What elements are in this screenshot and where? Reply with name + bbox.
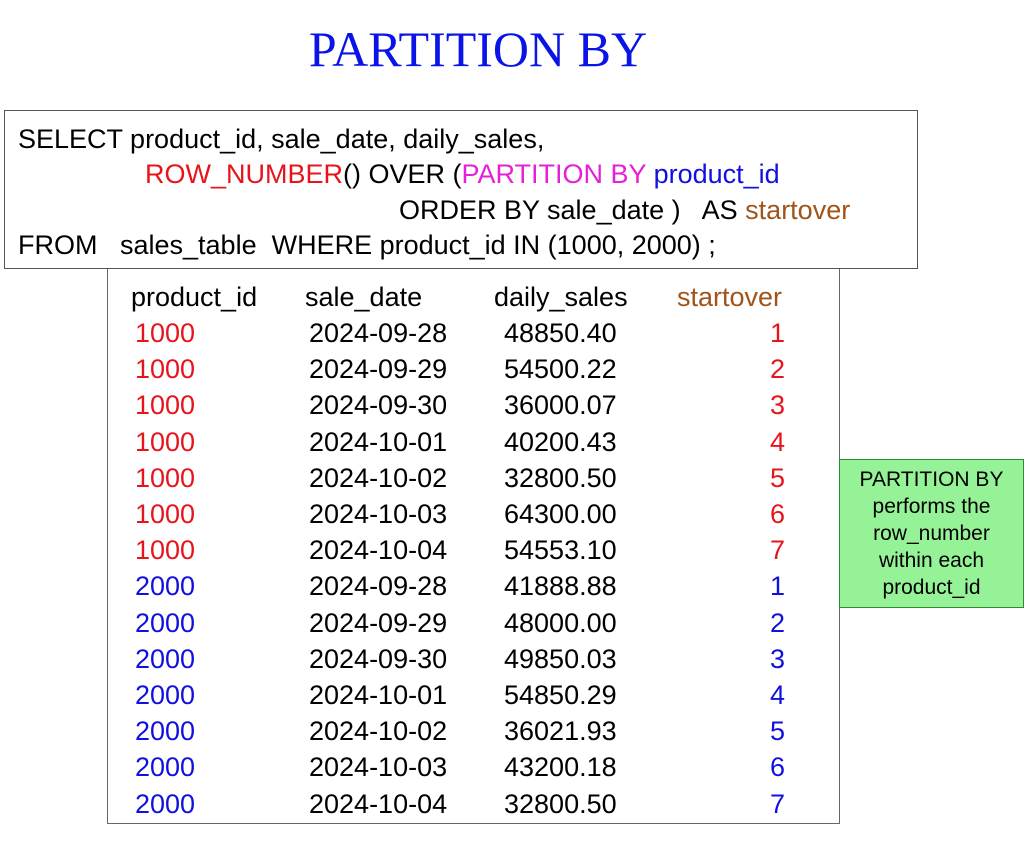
cell-sale-date: 2024-10-03 [309, 498, 447, 530]
sql-space [646, 159, 654, 189]
order-by-clause: ORDER BY sale_date ) AS [399, 195, 745, 225]
cell-daily-sales: 41888.88 [504, 570, 617, 602]
cell-startover: 4 [770, 426, 785, 458]
table-row: 2000 2024-09-29 48000.00 2 [108, 607, 839, 643]
cell-startover: 1 [770, 317, 785, 349]
cell-product-id: 2000 [135, 751, 195, 783]
cell-product-id: 1000 [135, 498, 195, 530]
table-row: 1000 2024-09-28 48850.40 1 [108, 317, 839, 353]
cell-product-id: 2000 [135, 643, 195, 675]
alias-startover: startover [745, 195, 850, 225]
cell-product-id: 1000 [135, 317, 195, 349]
cell-sale-date: 2024-09-29 [309, 607, 447, 639]
explanation-note: PARTITION BY performs the row_number wit… [839, 459, 1024, 608]
cell-startover: 6 [770, 498, 785, 530]
cell-product-id: 1000 [135, 426, 195, 458]
cell-startover: 2 [770, 607, 785, 639]
cell-daily-sales: 43200.18 [504, 751, 617, 783]
table-row: 2000 2024-10-04 32800.50 7 [108, 788, 839, 824]
cell-startover: 5 [770, 462, 785, 494]
table-row: 2000 2024-10-01 54850.29 4 [108, 679, 839, 715]
header-daily-sales: daily_sales [494, 281, 628, 313]
cell-startover: 3 [770, 389, 785, 421]
cell-daily-sales: 32800.50 [504, 462, 617, 494]
sql-from-line: FROM sales_table WHERE product_id IN (10… [18, 229, 716, 261]
cell-product-id: 2000 [135, 607, 195, 639]
cell-product-id: 1000 [135, 534, 195, 566]
row-number-keyword: ROW_NUMBER [145, 159, 343, 189]
cell-product-id: 2000 [135, 570, 195, 602]
cell-sale-date: 2024-10-02 [309, 462, 447, 494]
table-row: 1000 2024-09-30 36000.07 3 [108, 389, 839, 425]
cell-sale-date: 2024-10-02 [309, 715, 447, 747]
header-product-id: product_id [131, 281, 257, 313]
cell-daily-sales: 48850.40 [504, 317, 617, 349]
table-row: 2000 2024-10-02 36021.93 5 [108, 715, 839, 751]
cell-sale-date: 2024-09-30 [309, 389, 447, 421]
cell-startover: 7 [770, 788, 785, 820]
cell-daily-sales: 54850.29 [504, 679, 617, 711]
cell-product-id: 1000 [135, 389, 195, 421]
partition-column: product_id [654, 159, 780, 189]
header-startover: startover [677, 281, 782, 313]
table-row: 2000 2024-10-03 43200.18 6 [108, 751, 839, 787]
sql-order-by-line: ORDER BY sale_date ) AS startover [399, 194, 850, 226]
cell-sale-date: 2024-10-04 [309, 788, 447, 820]
cell-product-id: 2000 [135, 788, 195, 820]
cell-daily-sales: 36021.93 [504, 715, 617, 747]
sql-row-number-line: ROW_NUMBER() OVER (PARTITION BY product_… [145, 158, 780, 190]
cell-daily-sales: 40200.43 [504, 426, 617, 458]
table-row: 2000 2024-09-30 49850.03 3 [108, 643, 839, 679]
table-row: 1000 2024-10-03 64300.00 6 [108, 498, 839, 534]
cell-startover: 1 [770, 570, 785, 602]
cell-sale-date: 2024-09-28 [309, 570, 447, 602]
cell-startover: 3 [770, 643, 785, 675]
result-table: product_id sale_date daily_sales startov… [107, 268, 840, 824]
over-keyword: () OVER ( [343, 159, 462, 189]
cell-startover: 6 [770, 751, 785, 783]
cell-startover: 7 [770, 534, 785, 566]
cell-daily-sales: 49850.03 [504, 643, 617, 675]
cell-startover: 5 [770, 715, 785, 747]
cell-sale-date: 2024-09-28 [309, 317, 447, 349]
cell-daily-sales: 54553.10 [504, 534, 617, 566]
cell-daily-sales: 32800.50 [504, 788, 617, 820]
table-row: 1000 2024-10-04 54553.10 7 [108, 534, 839, 570]
table-row: 1000 2024-09-29 54500.22 2 [108, 353, 839, 389]
cell-startover: 4 [770, 679, 785, 711]
sql-query-box: SELECT product_id, sale_date, daily_sale… [4, 110, 918, 269]
cell-product-id: 2000 [135, 679, 195, 711]
cell-product-id: 1000 [135, 462, 195, 494]
cell-sale-date: 2024-09-29 [309, 353, 447, 385]
partition-by-keyword: PARTITION BY [462, 159, 647, 189]
cell-sale-date: 2024-10-03 [309, 751, 447, 783]
cell-startover: 2 [770, 353, 785, 385]
table-row: 2000 2024-09-28 41888.88 1 [108, 570, 839, 606]
cell-sale-date: 2024-10-04 [309, 534, 447, 566]
cell-sale-date: 2024-10-01 [309, 426, 447, 458]
header-sale-date: sale_date [305, 281, 422, 313]
cell-daily-sales: 48000.00 [504, 607, 617, 639]
cell-daily-sales: 64300.00 [504, 498, 617, 530]
table-row: 1000 2024-10-02 32800.50 5 [108, 462, 839, 498]
cell-product-id: 1000 [135, 353, 195, 385]
cell-daily-sales: 54500.22 [504, 353, 617, 385]
cell-daily-sales: 36000.07 [504, 389, 617, 421]
table-row: 1000 2024-10-01 40200.43 4 [108, 426, 839, 462]
cell-sale-date: 2024-10-01 [309, 679, 447, 711]
cell-sale-date: 2024-09-30 [309, 643, 447, 675]
note-text: PARTITION BY performs the row_number wit… [860, 466, 1004, 601]
page-title: PARTITION BY [0, 20, 956, 78]
sql-select-line: SELECT product_id, sale_date, daily_sale… [18, 123, 544, 155]
cell-product-id: 2000 [135, 715, 195, 747]
